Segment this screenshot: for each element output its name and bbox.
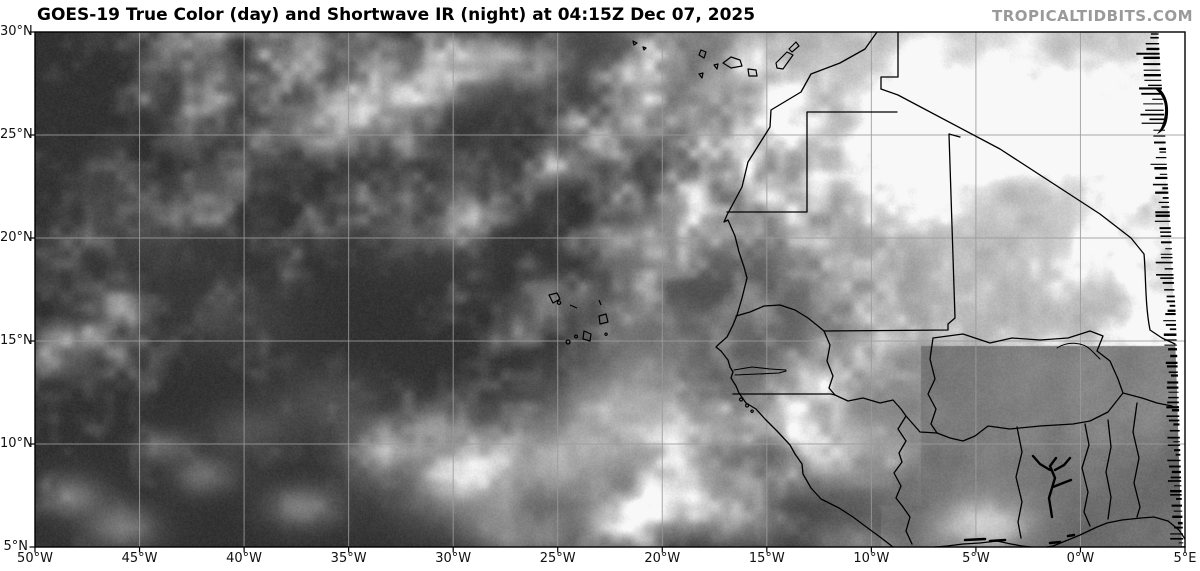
lon-tick-label: 40°W [226,551,263,566]
lat-tick-label: 10°N [0,436,33,451]
lat-tick-label: 15°N [0,333,33,348]
lon-tick-label: 20°W [644,551,681,566]
lat-tick-label: 25°N [0,127,33,142]
lon-tick-label: 5°E [1173,551,1197,566]
lon-tick-label: 5°W [962,551,990,566]
lat-tick-label: 5°N [3,539,29,554]
lon-tick-label: 0°W [1066,551,1095,566]
lon-tick-label: 25°W [539,551,576,566]
lon-tick-label: 15°W [748,551,785,566]
lon-tick-label: 30°W [435,551,472,566]
lon-tick-label: 35°W [330,551,367,566]
lon-tick-label: 45°W [121,551,158,566]
lon-tick-label: 50°W [17,551,53,566]
lat-tick-label: 20°N [0,230,33,245]
satellite-imagery-canvas [35,32,1185,547]
image-title: GOES-19 True Color (day) and Shortwave I… [37,5,756,25]
lon-tick-label: 10°W [853,551,890,566]
lat-tick-label: 30°N [0,24,33,39]
site-watermark: TROPICALTIDBITS.COM [992,7,1193,25]
